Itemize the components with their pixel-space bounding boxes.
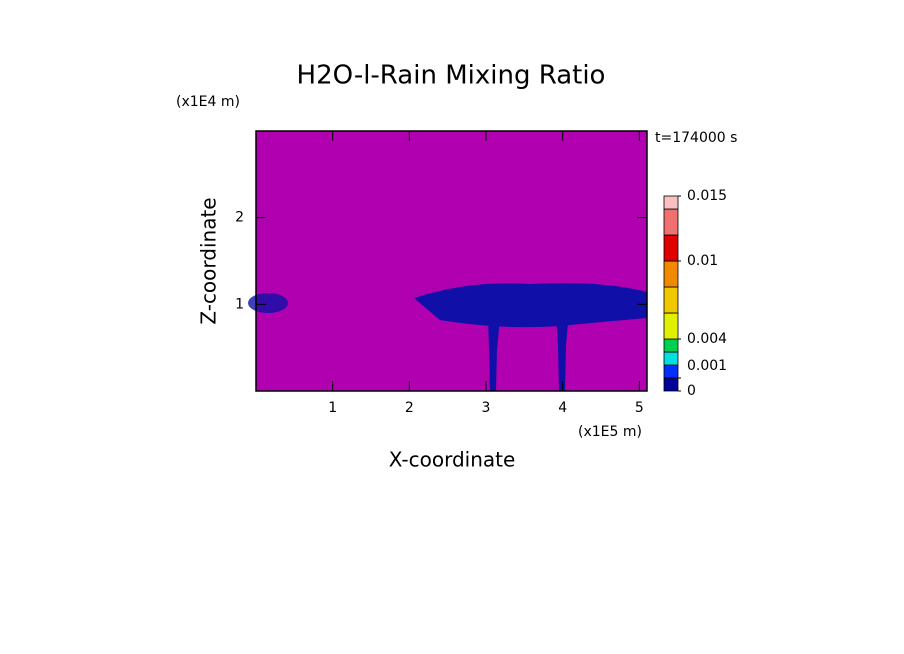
x-tick-label: 2	[405, 400, 414, 416]
colorbar-box	[663, 338, 679, 353]
y-tick-label: 1	[235, 296, 244, 312]
colorbar-box	[663, 351, 679, 366]
colorbar-box	[663, 195, 679, 210]
x-tick-label: 4	[558, 400, 567, 416]
time-annotation: t=174000 s	[655, 130, 737, 146]
rain-column	[488, 318, 500, 391]
colorbar-box	[663, 377, 679, 392]
rain-field	[248, 283, 647, 391]
y-tick-label: 2	[235, 210, 244, 226]
chart-title: H2O-l-Rain Mixing Ratio	[297, 61, 606, 91]
y-unit: (x1E4 m)	[176, 94, 240, 110]
colorbar-label: 0.004	[687, 331, 727, 347]
field-background	[256, 131, 647, 391]
colorbar-label: 0.001	[687, 358, 727, 374]
colorbar-box	[663, 208, 679, 236]
colorbar-box	[663, 234, 679, 262]
colorbar-box	[663, 286, 679, 314]
colorbar-box	[663, 312, 679, 340]
colorbar-label: 0	[687, 383, 696, 399]
x-tick-label: 1	[328, 400, 337, 416]
x-tick-label: 3	[482, 400, 491, 416]
colorbar-box	[663, 260, 679, 288]
y-axis-label: Z-coordinate	[197, 197, 221, 324]
colorbar-label: 0.015	[687, 188, 727, 204]
rain-canopy	[414, 283, 647, 328]
x-tick-label: 5	[635, 400, 644, 416]
rain-patch	[248, 293, 288, 313]
x-unit: (x1E5 m)	[578, 424, 642, 440]
colorbar-label: 0.01	[687, 253, 718, 269]
plot-frame	[255, 130, 648, 392]
colorbar-box	[663, 364, 679, 379]
x-axis-label: X-coordinate	[389, 448, 516, 472]
rain-column	[555, 300, 570, 391]
